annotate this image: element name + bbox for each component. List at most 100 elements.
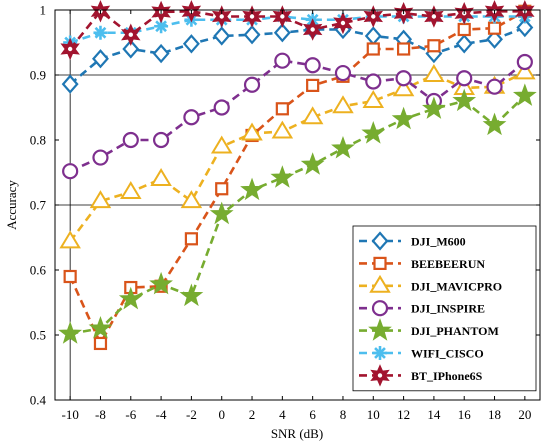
data-point-dji-mavicpro [301, 106, 324, 125]
x-tick-label: 16 [458, 407, 472, 422]
x-tick-label: -10 [61, 407, 78, 422]
data-point-dji-mavicpro [180, 190, 203, 209]
data-point-beebeerun [93, 336, 108, 351]
data-point-dji-phantom [209, 201, 234, 225]
data-point-bt-iphone6s-center [280, 14, 285, 19]
x-tick-label: -4 [156, 407, 167, 422]
data-point-dji-mavicpro [150, 168, 172, 186]
x-tick-label: -8 [95, 407, 106, 422]
legend-label: BT_IPhone6S [411, 369, 483, 383]
series-line-dji-inspire [69, 59, 526, 173]
data-point-dji-mavicpro [241, 122, 263, 141]
data-point-dji-inspire [304, 57, 321, 74]
data-point-dji-inspire [92, 149, 109, 166]
data-point-dji-mavicpro [423, 64, 445, 82]
data-point-dji-m600 [455, 34, 473, 54]
y-tick-label: 0.8 [30, 133, 46, 148]
legend-label: DJI_MAVICPRO [411, 279, 502, 293]
legend-entry-beebeerun: BEEBEERUN [359, 256, 485, 271]
data-point-dji-inspire [243, 76, 261, 93]
data-point-dji-inspire [152, 131, 170, 149]
data-point-dji-phantom [179, 283, 204, 307]
y-tick-label: 0.5 [30, 328, 46, 343]
data-point-dji-mavicpro [514, 61, 536, 80]
data-point-dji-m600 [182, 34, 200, 54]
series-layer [58, 0, 537, 351]
data-point-dji-phantom [58, 321, 83, 344]
data-point-dji-phantom [118, 286, 143, 310]
data-point-dji-mavicpro [89, 190, 112, 209]
data-point-beebeerun [306, 78, 320, 93]
data-point-dji-phantom [149, 271, 173, 295]
data-point-wifi-cisco [93, 25, 108, 40]
data-point-dji-mavicpro [120, 181, 142, 199]
data-point-dji-inspire [365, 73, 382, 90]
data-point-beebeerun [366, 42, 380, 56]
legend-entry-dji-mavicpro: DJI_MAVICPRO [359, 274, 502, 293]
data-point-bt-iphone6s-center [128, 32, 133, 37]
x-tick-label: 18 [488, 407, 501, 422]
data-point-dji-inspire [274, 52, 291, 69]
data-point-bt-iphone6s-center [431, 14, 437, 19]
data-point-beebeerun [275, 102, 289, 116]
x-tick-label: 0 [218, 407, 225, 422]
data-point-dji-phantom [512, 83, 537, 106]
data-point-beebeerun [427, 39, 441, 53]
legend-entry-bt-iphone6s: BT_IPhone6S [359, 364, 483, 387]
data-point-dji-inspire [486, 78, 503, 95]
data-point-dji-mavicpro [362, 90, 385, 108]
data-point-dji-inspire [213, 99, 230, 116]
x-tick-label: 6 [309, 407, 316, 422]
data-point-dji-phantom [240, 177, 264, 201]
series-line-dji-phantom [69, 94, 526, 335]
data-point-dji-phantom [300, 152, 325, 175]
legend-marker-dji-mavicpro [369, 274, 391, 293]
y-tick-label: 0.6 [30, 263, 47, 278]
x-tick-label: 2 [249, 407, 256, 422]
legend: DJI_M600 BEEBEERUN DJI_MAVICPRO DJI_INSPIRE… [352, 225, 537, 392]
data-point-dji-phantom [88, 316, 113, 339]
data-point-bt-iphone6s-center [67, 46, 73, 52]
x-tick-label: 20 [518, 407, 531, 422]
legend-entry-dji-m600: DJI_M600 [359, 231, 466, 251]
series-line-bt-iphone6s [69, 9, 525, 50]
series-dji-phantom [58, 83, 537, 344]
data-point-dji-phantom [361, 121, 386, 144]
data-point-beebeerun [63, 269, 77, 284]
legend-label: BEEBEERUN [411, 257, 485, 271]
data-point-dji-mavicpro [332, 95, 354, 114]
x-tick-label: 10 [367, 407, 380, 422]
series-dji-inspire [62, 52, 533, 180]
data-point-dji-m600 [273, 23, 291, 43]
x-tick-label: 8 [340, 407, 347, 422]
axis-ticks: -10 -8 -6 -4 -2 0 2 4 6 8 10 12 14 16 18 20 0.4 0.5 0.6 0.7… [30, 3, 540, 422]
y-tick-label: 0.7 [30, 198, 47, 213]
data-point-dji-inspire [183, 109, 200, 126]
data-point-dji-inspire [122, 131, 139, 149]
data-point-dji-inspire [395, 70, 412, 87]
series-line-dji-mavicpro [69, 71, 526, 243]
x-tick-label: -2 [186, 407, 197, 422]
data-point-dji-m600 [243, 25, 261, 45]
data-point-dji-phantom [391, 106, 416, 130]
x-tick-label: 12 [397, 407, 410, 422]
x-tick-label: -6 [125, 407, 136, 422]
data-point-dji-m600 [61, 74, 79, 94]
data-point-dji-phantom [452, 88, 477, 112]
data-point-dji-m600 [486, 29, 503, 49]
x-tick-label: 4 [279, 407, 286, 422]
legend-marker-dji-inspire [371, 300, 389, 317]
data-point-bt-iphone6s-center [310, 27, 315, 32]
legend-label: DJI_INSPIRE [411, 302, 485, 316]
legend-entry-wifi-cisco: WIFI_CISCO [359, 346, 484, 361]
series-line-beebeerun [68, 10, 526, 347]
legend-label: DJI_M600 [411, 235, 466, 249]
data-point-dji-m600 [152, 43, 170, 64]
legend-marker-beebeerun [373, 256, 387, 270]
y-tick-label: 1 [40, 3, 47, 18]
data-point-dji-m600 [213, 26, 231, 46]
legend-marker-dji-phantom [368, 318, 392, 341]
series-dji-m600 [61, 17, 534, 94]
data-point-dji-phantom [331, 135, 355, 159]
